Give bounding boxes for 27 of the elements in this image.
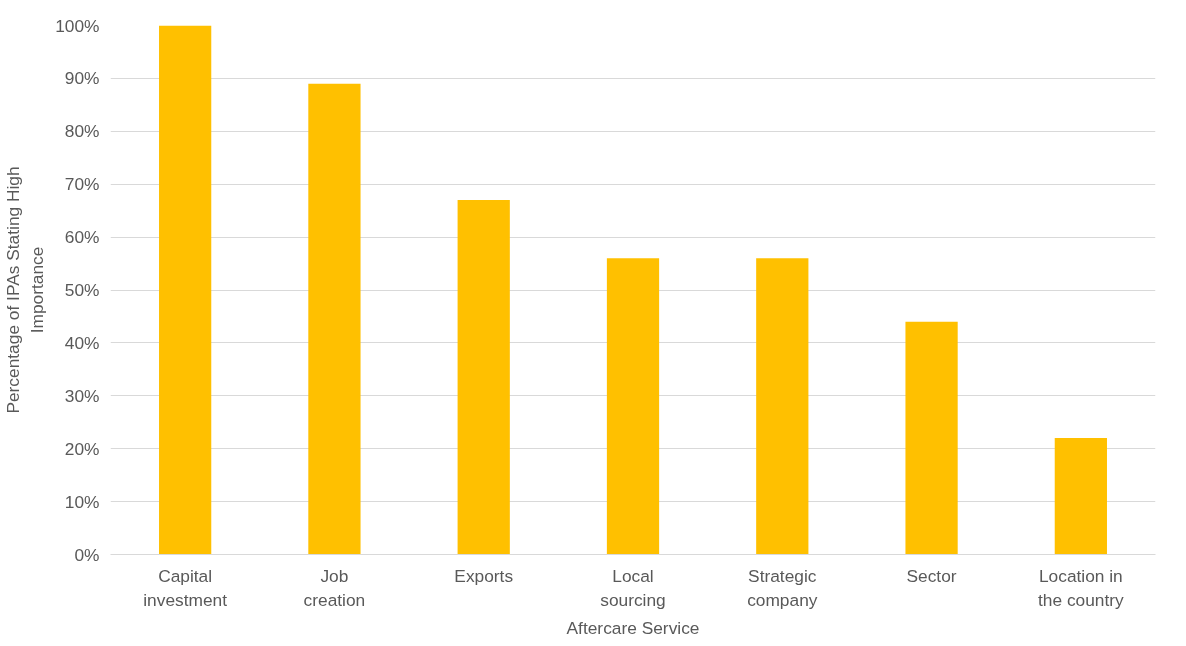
x-tick-label: Capital investment [143,565,228,610]
x-axis-title: Aftercare Service [566,617,700,638]
bar [457,200,510,555]
y-tick-label: 80% [64,121,100,142]
bar [905,321,958,555]
y-tick-label: 70% [64,174,100,195]
y-tick-label: 60% [64,227,100,248]
y-tick-label: 90% [64,68,100,89]
bar [1054,438,1107,555]
y-tick-label: 30% [64,385,100,406]
x-tick-label: Sector [906,565,957,586]
y-tick-label: 10% [64,491,100,512]
y-axis-title: Percentage of IPAs Stating High Importance [3,166,48,414]
y-tick-label: 50% [64,280,100,300]
y-tick-label: 20% [64,438,100,459]
bar [159,25,212,555]
bar [606,258,660,555]
x-tick-label: Strategic company [747,565,818,610]
x-tick-label: Local sourcing [600,565,666,610]
y-tick-label: 100% [55,15,100,36]
bar [756,258,809,555]
x-tick-label: Exports [454,565,514,586]
y-tick-label: 40% [64,332,100,353]
bar [308,83,361,555]
x-tick-label: Location in the country [1037,565,1125,610]
x-tick-label: Job creation [303,565,366,610]
y-tick-label: 0% [74,544,100,565]
